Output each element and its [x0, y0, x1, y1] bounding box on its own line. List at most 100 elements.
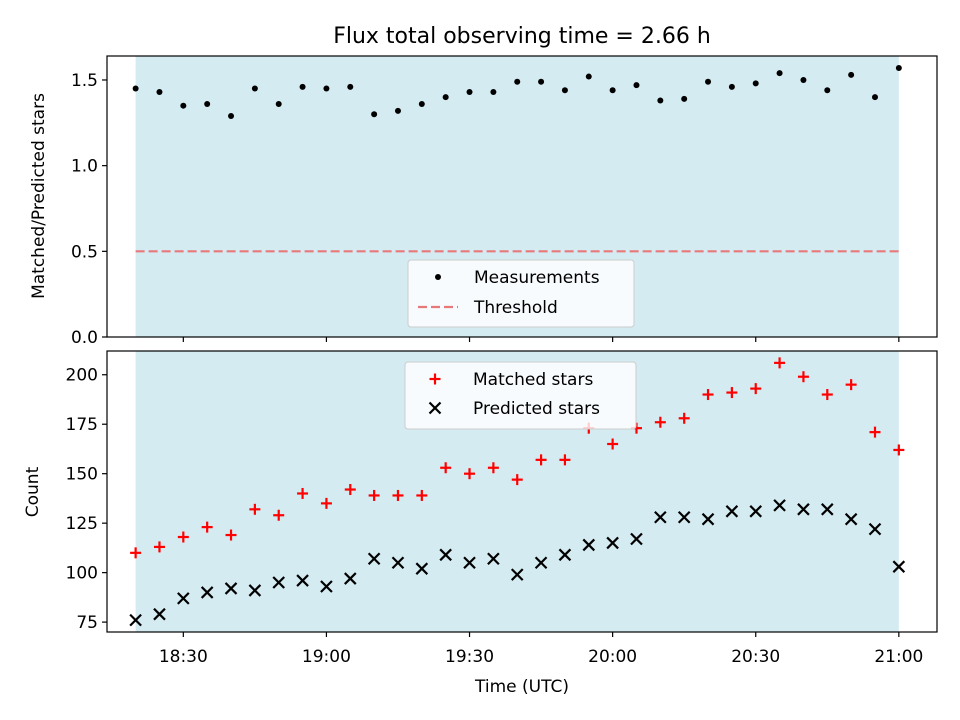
predicted-stars-point [391, 556, 405, 570]
measurement-point [585, 73, 592, 80]
ratio-plot-frame [106, 55, 938, 338]
count-plot-frame [106, 350, 938, 633]
predicted-stars-point [200, 586, 214, 599]
predicted-stars-point [654, 510, 667, 524]
predicted-stars-point [749, 505, 763, 518]
measurement-point [609, 87, 616, 94]
legend-matched-marker [429, 373, 441, 385]
measurement-point [275, 100, 282, 107]
count-y-axis-label: Count [23, 466, 43, 517]
predicted-stars-point [582, 538, 596, 552]
predicted-stars-point [415, 562, 429, 575]
matched-stars-point [416, 489, 428, 501]
matched-stars-point [726, 387, 738, 399]
ratio-y-axis-label: Matched/Predicted stars [29, 93, 49, 299]
measurement-point [848, 71, 855, 78]
y-tick-label: 150 [66, 465, 98, 485]
matched-stars-point [893, 444, 905, 456]
measurement-point [394, 107, 401, 114]
legend-label-threshold: Threshold [473, 298, 558, 318]
matched-stars-point [535, 454, 547, 466]
matched-stars-point [654, 416, 666, 428]
predicted-stars-point [773, 499, 786, 512]
ratio-y-axis: 0.0 0.5 1.0 1.5 [71, 71, 107, 348]
matched-stars-point [678, 412, 690, 424]
measurement-point [752, 80, 759, 87]
predicted-stars-point [677, 510, 691, 524]
matched-stars-series [130, 357, 905, 559]
predicted-stars-point [487, 552, 500, 566]
measurement-point [466, 88, 473, 95]
matched-stars-point [225, 529, 237, 541]
x-tick-label: 21:00 [874, 647, 923, 667]
x-tick-label: 19:00 [302, 647, 351, 667]
legend-box [404, 361, 637, 430]
matched-stars-point [368, 489, 380, 501]
x-tick-label: 20:00 [588, 647, 637, 667]
predicted-stars-point [606, 536, 619, 550]
matched-stars-point [273, 509, 285, 521]
measurement-point [633, 82, 640, 89]
y-tick-label: 75 [76, 613, 98, 633]
legend-box [407, 259, 635, 328]
predicted-stars-point [177, 592, 190, 605]
y-tick-label: 1.0 [71, 157, 98, 177]
measurement-point [728, 83, 735, 90]
legend-predicted-marker [428, 401, 442, 415]
predicted-stars-point [367, 552, 381, 566]
matched-stars-point [702, 389, 714, 401]
matched-stars-point [153, 541, 165, 553]
count-y-axis: 75 100 125 150 175 200 [66, 366, 107, 633]
matched-stars-point [845, 379, 857, 391]
matched-stars-point [607, 438, 619, 450]
matched-stars-point [774, 357, 786, 369]
legend-label-predicted: Predicted stars [473, 399, 600, 419]
matched-stars-point [177, 531, 189, 543]
predicted-stars-point [272, 576, 286, 589]
measurement-point [490, 88, 497, 95]
predicted-stars-point [844, 512, 858, 526]
legend-label-measurements: Measurements [474, 268, 600, 288]
matched-stars-point [750, 383, 762, 395]
predicted-stars-point [343, 572, 357, 585]
measurement-point [156, 88, 163, 95]
predicted-stars-point [439, 548, 452, 562]
legend-label-matched: Matched stars [473, 370, 593, 390]
predicted-stars-point [296, 574, 309, 587]
y-tick-label: 200 [66, 366, 98, 386]
y-tick-label: 175 [66, 415, 98, 435]
matched-stars-point [487, 462, 499, 474]
matched-stars-point [440, 462, 452, 474]
predicted-stars-point [821, 503, 834, 516]
measurement-point [776, 70, 783, 77]
matched-stars-point [797, 371, 809, 383]
legend-measurement-marker [435, 274, 441, 280]
ratio-panel: 0.0 0.5 1.0 1.5 Matched/Predicted stars Mea… [29, 55, 938, 348]
predicted-stars-point [630, 532, 643, 546]
measurement-point [824, 87, 831, 94]
predicted-stars-point [510, 568, 524, 581]
measurement-point [442, 94, 449, 101]
predicted-stars-point [248, 584, 262, 597]
x-tick-label: 20:30 [731, 647, 780, 667]
measurement-point [705, 78, 712, 85]
measurement-point [323, 85, 330, 92]
measurement-point [514, 78, 521, 85]
measurement-point [418, 100, 425, 107]
measurement-point [299, 83, 306, 90]
predicted-stars-point [892, 560, 906, 573]
measurement-point [681, 95, 688, 102]
matched-stars-point [130, 547, 142, 559]
predicted-stars-series [129, 499, 906, 627]
count-panel: 75 100 125 150 175 200 18:30 19:00 19:30 20:00 20… [23, 350, 938, 697]
matched-stars-point [559, 454, 571, 466]
predicted-stars-point [153, 607, 166, 621]
predicted-stars-point [320, 580, 333, 593]
measurement-point [657, 97, 664, 104]
predicted-stars-point [868, 522, 882, 536]
ratio-x-ticks [182, 337, 900, 342]
matched-stars-point [392, 489, 404, 501]
matched-stars-point [201, 521, 213, 533]
matched-stars-point [511, 474, 523, 486]
count-x-axis-label: Time (UTC) [474, 677, 569, 697]
